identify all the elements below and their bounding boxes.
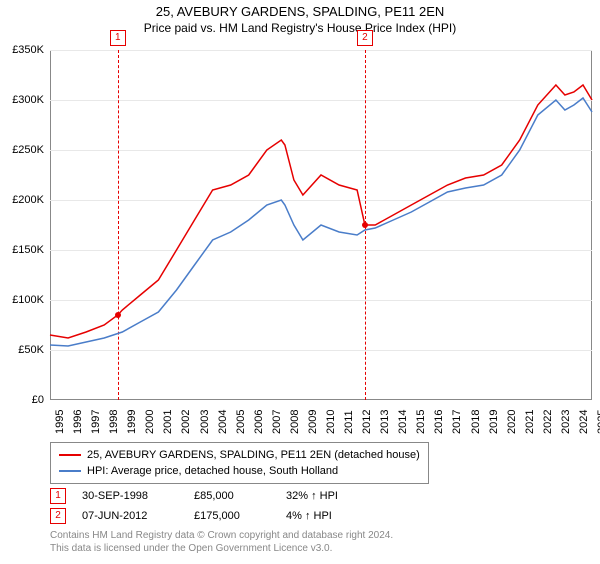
x-tick-label: 2025 — [596, 410, 600, 434]
x-tick-label: 2004 — [217, 410, 229, 434]
legend: 25, AVEBURY GARDENS, SPALDING, PE11 2EN … — [50, 442, 429, 484]
x-tick-label: 2001 — [162, 410, 174, 434]
marker-dot — [362, 222, 368, 228]
sale-row: 2 07-JUN-2012 £175,000 4% ↑ HPI — [50, 506, 338, 526]
x-tick-label: 2013 — [379, 410, 391, 434]
y-tick-label: £200K — [0, 194, 44, 206]
x-tick-label: 2010 — [325, 410, 337, 434]
x-tick-label: 1999 — [126, 410, 138, 434]
x-tick-label: 2018 — [470, 410, 482, 434]
sale-number-box: 1 — [50, 488, 66, 504]
x-tick-label: 2008 — [289, 410, 301, 434]
x-tick-label: 2014 — [397, 410, 409, 434]
y-tick-label: £50K — [0, 344, 44, 356]
x-tick-label: 2003 — [199, 410, 211, 434]
x-tick-label: 2007 — [271, 410, 283, 434]
x-tick-label: 2011 — [343, 410, 355, 434]
x-tick-label: 2005 — [235, 410, 247, 434]
y-tick-label: £350K — [0, 44, 44, 56]
y-tick-label: £0 — [0, 394, 44, 406]
y-tick-label: £300K — [0, 94, 44, 106]
x-tick-label: 2021 — [524, 410, 536, 434]
footer-line-2: This data is licensed under the Open Gov… — [50, 543, 393, 556]
x-tick-label: 2024 — [578, 410, 590, 434]
sale-price: £175,000 — [194, 510, 274, 522]
marker-label-box: 1 — [110, 30, 126, 46]
footer-line-1: Contains HM Land Registry data © Crown c… — [50, 530, 393, 543]
sale-row: 1 30-SEP-1998 £85,000 32% ↑ HPI — [50, 486, 338, 506]
y-tick-label: £250K — [0, 144, 44, 156]
sale-date: 07-JUN-2012 — [82, 510, 182, 522]
x-tick-label: 1997 — [90, 410, 102, 434]
y-tick-label: £100K — [0, 294, 44, 306]
x-tick-label: 2009 — [307, 410, 319, 434]
chart-title: 25, AVEBURY GARDENS, SPALDING, PE11 2EN — [0, 4, 600, 19]
marker-dot — [115, 312, 121, 318]
footer-attribution: Contains HM Land Registry data © Crown c… — [50, 530, 393, 555]
x-tick-label: 2017 — [451, 410, 463, 434]
legend-swatch — [59, 454, 81, 456]
series-line — [50, 85, 592, 338]
sale-date: 30-SEP-1998 — [82, 490, 182, 502]
legend-label: 25, AVEBURY GARDENS, SPALDING, PE11 2EN … — [87, 449, 420, 461]
sale-number-box: 2 — [50, 508, 66, 524]
sale-delta: 32% ↑ HPI — [286, 490, 338, 502]
sale-delta: 4% ↑ HPI — [286, 510, 332, 522]
legend-row: 25, AVEBURY GARDENS, SPALDING, PE11 2EN … — [59, 447, 420, 463]
x-tick-label: 2022 — [542, 410, 554, 434]
x-tick-label: 2020 — [506, 410, 518, 434]
x-tick-label: 2006 — [253, 410, 265, 434]
legend-swatch — [59, 470, 81, 472]
x-tick-label: 2019 — [488, 410, 500, 434]
x-tick-label: 2012 — [361, 410, 373, 434]
legend-label: HPI: Average price, detached house, Sout… — [87, 465, 338, 477]
series-line — [50, 98, 592, 346]
x-tick-label: 2016 — [433, 410, 445, 434]
sale-price: £85,000 — [194, 490, 274, 502]
x-tick-label: 1998 — [108, 410, 120, 434]
y-tick-label: £150K — [0, 244, 44, 256]
chart-area: 1995199619971998199920002001200220032004… — [50, 50, 592, 400]
x-tick-label: 1996 — [72, 410, 84, 434]
chart-subtitle: Price paid vs. HM Land Registry's House … — [0, 21, 600, 35]
sales-table: 1 30-SEP-1998 £85,000 32% ↑ HPI 2 07-JUN-2012… — [50, 486, 338, 526]
legend-row: HPI: Average price, detached house, Sout… — [59, 463, 420, 479]
marker-label-box: 2 — [357, 30, 373, 46]
x-tick-label: 2000 — [144, 410, 156, 434]
x-tick-label: 1995 — [54, 410, 66, 434]
x-tick-label: 2002 — [180, 410, 192, 434]
x-tick-label: 2023 — [560, 410, 572, 434]
line-series-svg — [50, 50, 592, 400]
x-tick-label: 2015 — [415, 410, 427, 434]
chart-container: 25, AVEBURY GARDENS, SPALDING, PE11 2EN … — [0, 4, 600, 564]
